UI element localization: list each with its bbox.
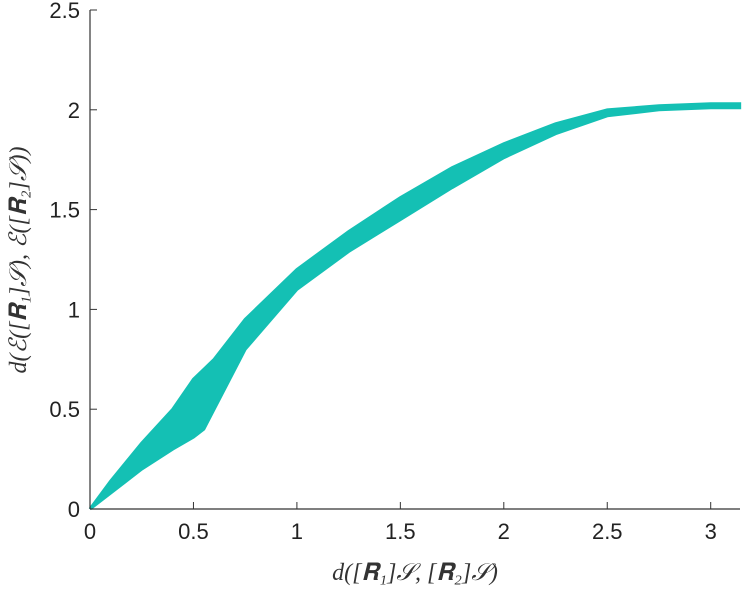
x-tick-label: 3 [705, 519, 717, 544]
y-tick-label: 0 [68, 497, 80, 522]
x-tick-label: 2.5 [592, 519, 623, 544]
y-axis-label: d(ℰ([𝐑₁]𝒮), ℰ([𝐑₂]𝒮)) [6, 147, 32, 374]
y-tick-label: 0.5 [49, 397, 80, 422]
x-tick-label: 1.5 [385, 519, 416, 544]
x-axis-label: d([𝐑₁]𝒮, [𝐑₂]𝒮) [332, 560, 498, 586]
band [88, 102, 742, 511]
x-tick-label: 0.5 [178, 519, 209, 544]
x-tick-label: 0 [84, 519, 96, 544]
y-tick-label: 1.5 [49, 198, 80, 223]
y-tick-label: 2 [68, 98, 80, 123]
y-tick-label: 1 [68, 297, 80, 322]
x-tick-label: 2 [498, 519, 510, 544]
x-tick-label: 1 [291, 519, 303, 544]
y-tick-label: 2.5 [49, 0, 80, 23]
